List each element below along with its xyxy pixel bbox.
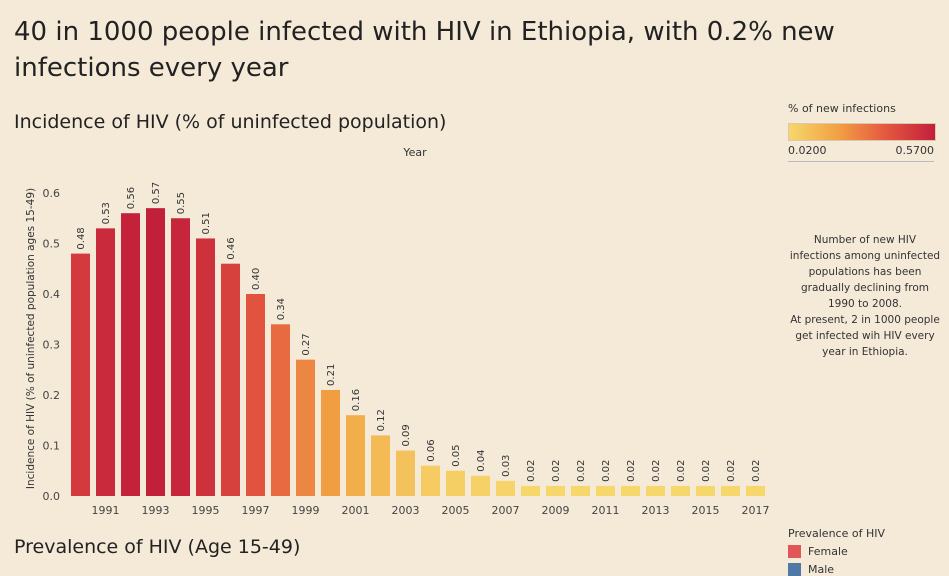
color-legend-ramp [788, 123, 936, 141]
bar-2000 [321, 389, 340, 496]
incidence-bar-chart: Incidence of HIV (% of uninfected popula… [25, 182, 770, 517]
bar-1994 [171, 218, 190, 496]
bar-value-label: 0.21 [326, 364, 337, 386]
bar-value-label: 0.06 [426, 439, 437, 461]
bar-2001 [346, 415, 365, 496]
bar-value-label: 0.34 [276, 298, 287, 320]
chart-title: Incidence of HIV (% of uninfected popula… [14, 111, 447, 133]
x-tick-label: 2013 [642, 504, 670, 517]
bar-value-label: 0.02 [601, 460, 612, 482]
legend-swatch-male [788, 563, 801, 576]
bar-2015 [696, 485, 715, 496]
bar-2017 [746, 485, 765, 496]
bar-1996 [221, 263, 240, 496]
bar-value-label: 0.02 [526, 460, 537, 482]
bar-value-label: 0.02 [726, 460, 737, 482]
bar-value-label: 0.12 [376, 409, 387, 431]
bar-value-label: 0.16 [351, 389, 362, 411]
bar-value-label: 0.05 [451, 444, 462, 466]
bar-value-label: 0.02 [751, 460, 762, 482]
legend-item-male[interactable]: Male [788, 563, 938, 576]
prevalence-legend: Prevalence of HIV Female Male [788, 527, 938, 576]
annotation-note: Number of new HIV infections among uninf… [788, 232, 942, 360]
x-tick-label: 1999 [292, 504, 320, 517]
bar-1998 [271, 324, 290, 496]
bar-2005 [446, 470, 465, 496]
y-tick-label: 0.3 [43, 339, 61, 352]
x-tick-label: 2011 [592, 504, 620, 517]
color-legend-min: 0.0200 [788, 144, 827, 157]
bar-value-label: 0.48 [76, 227, 87, 249]
y-axis-title: Incidence of HIV (% of uninfected popula… [25, 188, 37, 489]
note-line-2: At present, 2 in 1000 people get infecte… [790, 314, 940, 358]
prevalence-section-title: Prevalence of HIV (Age 15-49) [14, 536, 301, 558]
y-tick-label: 0.2 [43, 389, 61, 402]
x-tick-label: 2017 [742, 504, 770, 517]
bar-value-label: 0.53 [101, 202, 112, 224]
bar-value-label: 0.02 [551, 460, 562, 482]
color-legend-title: % of new infections [788, 102, 896, 115]
bar-value-label: 0.02 [576, 460, 587, 482]
bar-2008 [521, 485, 540, 496]
bar-1991 [96, 228, 115, 496]
bar-2003 [396, 450, 415, 496]
bar-2004 [421, 465, 440, 496]
bar-value-label: 0.40 [251, 268, 262, 290]
x-tick-label: 2003 [392, 504, 420, 517]
bar-1992 [121, 213, 140, 496]
bar-2014 [671, 485, 690, 496]
bar-value-label: 0.27 [301, 333, 312, 355]
x-tick-label: 2001 [342, 504, 370, 517]
bar-value-label: 0.02 [651, 460, 662, 482]
color-legend-max: 0.5700 [895, 144, 935, 157]
bar-value-label: 0.46 [226, 237, 237, 259]
bar-2009 [546, 485, 565, 496]
bar-1999 [296, 359, 315, 496]
y-tick-label: 0.1 [43, 440, 61, 453]
bar-2006 [471, 475, 490, 496]
y-tick-label: 0.5 [43, 238, 61, 251]
legend-item-female[interactable]: Female [788, 545, 938, 558]
y-tick-label: 0.4 [43, 288, 61, 301]
note-line-1: Number of new HIV infections among uninf… [789, 234, 941, 310]
color-legend: % of new infections 0.0200 0.5700 [788, 102, 938, 162]
bar-1993 [146, 208, 165, 496]
x-tick-label: 2007 [492, 504, 520, 517]
legend-swatch-female [788, 545, 801, 558]
x-tick-label: 1991 [92, 504, 120, 517]
bar-2011 [596, 485, 615, 496]
bar-2007 [496, 480, 515, 496]
x-tick-label: 1995 [192, 504, 220, 517]
bar-2010 [571, 485, 590, 496]
bar-2012 [621, 485, 640, 496]
bar-value-label: 0.02 [701, 460, 712, 482]
x-tick-label: 2009 [542, 504, 570, 517]
bar-value-label: 0.04 [476, 450, 487, 472]
bar-value-label: 0.57 [151, 182, 162, 204]
bar-2002 [371, 435, 390, 496]
bar-value-label: 0.55 [176, 192, 187, 214]
y-tick-label: 0.0 [43, 490, 61, 503]
bar-value-label: 0.51 [201, 212, 212, 234]
page-title: 40 in 1000 people infected with HIV in E… [14, 17, 835, 83]
bar-1997 [246, 294, 265, 496]
bar-2013 [646, 485, 665, 496]
bar-value-label: 0.02 [676, 460, 687, 482]
y-tick-label: 0.6 [43, 187, 61, 200]
bar-value-label: 0.56 [126, 187, 137, 209]
x-tick-label: 2005 [442, 504, 470, 517]
bar-value-label: 0.02 [626, 460, 637, 482]
bar-1990 [71, 253, 90, 496]
x-tick-label: 1997 [242, 504, 270, 517]
bar-value-label: 0.09 [401, 424, 412, 446]
prevalence-legend-title: Prevalence of HIV [788, 527, 885, 540]
legend-label-male: Male [808, 563, 835, 576]
bar-value-label: 0.03 [501, 455, 512, 477]
x-tick-label: 1993 [142, 504, 170, 517]
x-tick-label: 2015 [692, 504, 720, 517]
x-axis-title: Year [403, 146, 427, 159]
bar-2016 [721, 485, 740, 496]
legend-label-female: Female [808, 545, 848, 558]
bar-1995 [196, 238, 215, 496]
